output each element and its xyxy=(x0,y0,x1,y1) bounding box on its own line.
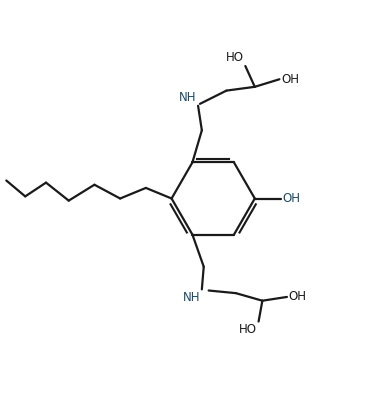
Text: OH: OH xyxy=(283,192,301,205)
Text: NH: NH xyxy=(182,291,200,304)
Text: NH: NH xyxy=(179,91,196,104)
Text: HO: HO xyxy=(239,324,257,336)
Text: HO: HO xyxy=(226,51,244,64)
Text: OH: OH xyxy=(281,73,299,86)
Text: OH: OH xyxy=(288,291,306,303)
